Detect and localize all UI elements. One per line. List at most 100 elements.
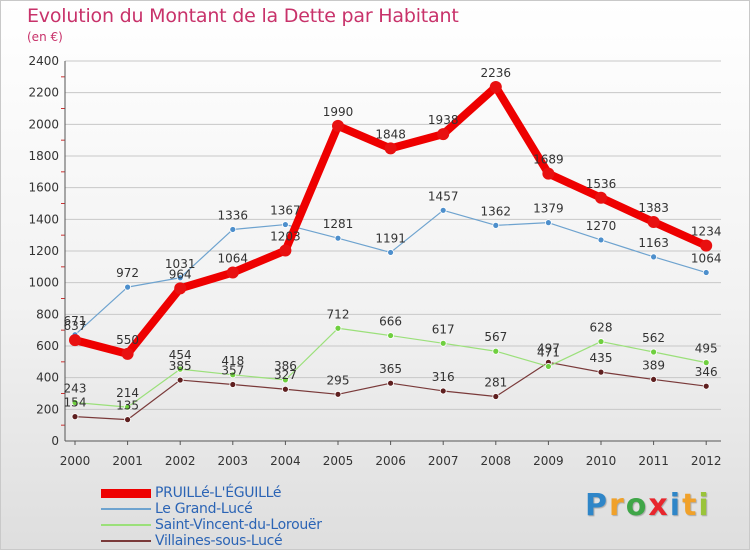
data-point <box>439 339 447 347</box>
data-point <box>595 191 607 204</box>
data-label: 1848 <box>375 127 406 141</box>
data-point <box>334 234 342 242</box>
data-label: 2236 <box>481 66 512 80</box>
y-tick-label: 800 <box>36 307 59 321</box>
data-point <box>492 347 500 355</box>
data-point <box>384 142 397 155</box>
data-label: 617 <box>432 322 455 336</box>
x-tick-label: 2011 <box>638 454 669 468</box>
data-point <box>69 334 81 347</box>
data-label: 281 <box>484 376 507 390</box>
data-point <box>437 128 450 141</box>
y-tick-label: 200 <box>36 402 59 416</box>
data-point <box>597 368 605 376</box>
data-label: 1379 <box>533 202 564 216</box>
data-label: 628 <box>590 321 613 335</box>
data-point <box>650 348 657 356</box>
data-label: 435 <box>590 351 613 365</box>
data-point <box>702 359 710 367</box>
data-point <box>124 283 131 291</box>
x-tick-label: 2005 <box>323 454 354 468</box>
data-point <box>176 376 184 384</box>
data-point <box>176 365 184 373</box>
data-label: 1163 <box>638 236 669 250</box>
data-label: 327 <box>274 368 297 382</box>
data-point <box>387 249 395 256</box>
logo-letter: P <box>585 488 609 523</box>
y-tick-label: 1000 <box>28 276 59 290</box>
data-label: 712 <box>327 307 350 321</box>
data-label: 1990 <box>323 105 354 119</box>
data-point <box>492 221 500 229</box>
data-point <box>174 282 187 295</box>
y-tick-label: 2200 <box>28 86 59 100</box>
data-point <box>281 385 289 393</box>
data-point <box>439 206 447 214</box>
data-label: 154 <box>64 396 87 410</box>
data-label: 1536 <box>586 177 617 191</box>
legend-label: Le Grand-Lucé <box>155 501 253 517</box>
y-tick-label: 0 <box>51 434 59 448</box>
y-tick-label: 1800 <box>28 149 59 163</box>
data-label: 1938 <box>428 113 459 127</box>
data-point <box>334 390 342 398</box>
data-label: 214 <box>116 386 139 400</box>
proxiti-logo: Proxiti <box>585 488 711 523</box>
y-tick-label: 1400 <box>28 212 59 226</box>
x-tick-label: 2003 <box>218 454 249 468</box>
data-point <box>702 382 710 390</box>
data-label: 1203 <box>270 230 301 244</box>
legend-swatch <box>101 524 151 526</box>
data-label: 1064 <box>691 252 722 266</box>
data-label: 389 <box>642 358 665 372</box>
data-point <box>332 119 344 132</box>
data-label: 671 <box>64 314 87 328</box>
x-tick-label: 2002 <box>165 454 196 468</box>
data-label: 135 <box>116 399 139 413</box>
x-tick-label: 2004 <box>270 454 301 468</box>
data-point <box>229 226 237 233</box>
data-point <box>492 393 500 400</box>
data-label: 346 <box>695 365 718 379</box>
logo-letter: i <box>669 488 683 523</box>
logo-letter: o <box>625 488 649 523</box>
y-tick-label: 2000 <box>28 117 59 131</box>
y-tick-label: 1200 <box>28 244 59 258</box>
data-point <box>124 403 131 411</box>
legend-label: Villaines-sous-Lucé <box>155 533 283 549</box>
data-point <box>124 416 131 424</box>
data-point <box>647 216 660 229</box>
data-point <box>542 167 555 180</box>
data-label: 964 <box>169 267 192 281</box>
data-point <box>597 338 605 345</box>
data-label: 471 <box>537 345 560 359</box>
data-point <box>281 376 289 384</box>
y-tick-label: 400 <box>36 371 59 385</box>
x-tick-label: 2009 <box>533 454 564 468</box>
data-label: 550 <box>116 333 139 347</box>
data-point <box>650 253 657 261</box>
data-label: 1383 <box>638 201 669 215</box>
data-label: 972 <box>116 266 139 280</box>
x-tick-label: 2000 <box>60 454 91 468</box>
data-label: 1234 <box>691 225 722 239</box>
data-label: 562 <box>642 331 665 345</box>
data-point <box>176 274 184 282</box>
data-point <box>387 379 395 387</box>
data-point <box>279 244 292 257</box>
data-label: 1270 <box>586 219 617 233</box>
x-tick-label: 2006 <box>375 454 406 468</box>
logo-letter: r <box>609 488 626 523</box>
legend-swatch <box>101 488 151 498</box>
legend-swatch <box>101 508 151 510</box>
data-label: 497 <box>537 341 560 355</box>
data-point <box>545 363 552 370</box>
y-tick-label: 2400 <box>28 54 59 68</box>
data-point <box>597 236 605 244</box>
chart-title: Evolution du Montant de la Dette par Hab… <box>27 5 459 27</box>
data-label: 385 <box>169 359 192 373</box>
data-point <box>702 269 710 276</box>
data-label: 1689 <box>533 153 564 167</box>
x-tick-label: 2012 <box>691 454 722 468</box>
